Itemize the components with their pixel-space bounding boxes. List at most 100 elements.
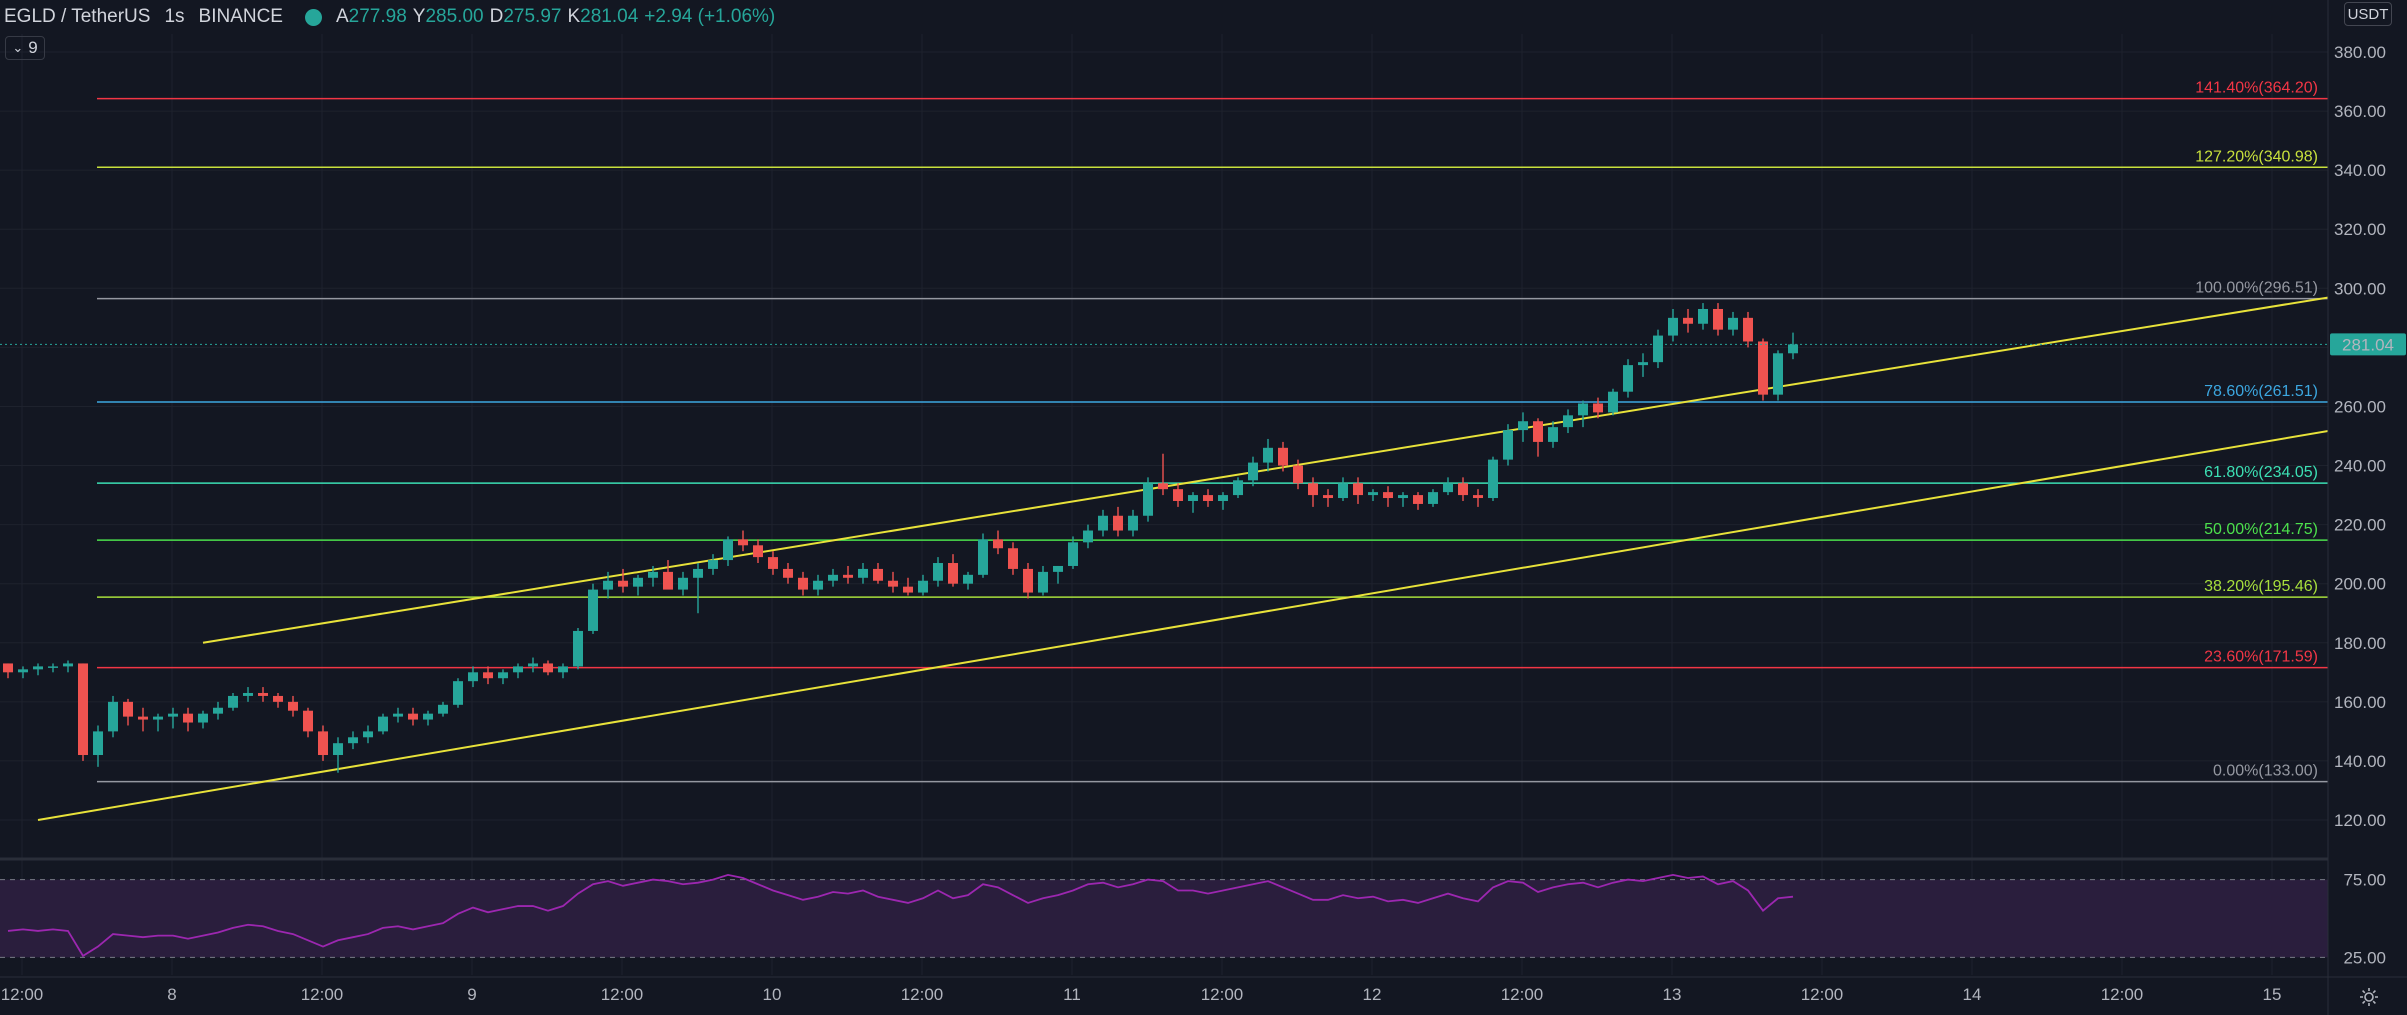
rsi-axis-tick: 25.00 bbox=[2343, 948, 2386, 967]
candle-body bbox=[1128, 515, 1138, 531]
candle-body bbox=[453, 681, 463, 705]
candle-body bbox=[708, 560, 718, 569]
time-axis-tick: 12:00 bbox=[1501, 985, 1544, 1004]
candle-body bbox=[483, 672, 493, 679]
candle-body bbox=[1083, 530, 1093, 543]
candle-body bbox=[318, 731, 328, 756]
candle-body bbox=[1383, 492, 1393, 499]
candle-body bbox=[153, 716, 163, 720]
candle-body bbox=[1203, 495, 1213, 501]
candle-body bbox=[393, 713, 403, 717]
rsi-band bbox=[0, 879, 2328, 958]
candle-body bbox=[873, 568, 883, 581]
candle-body bbox=[423, 713, 433, 720]
chart-header: EGLD / TetherUS 1s BINANCE A 277.98 Y 28… bbox=[0, 0, 2320, 34]
price-axis-tick: 160.00 bbox=[2334, 693, 2386, 712]
candle-body bbox=[1338, 483, 1348, 499]
candle-body bbox=[768, 557, 778, 569]
gear-icon[interactable] bbox=[2357, 985, 2381, 1009]
candle-body bbox=[993, 539, 1003, 549]
candle-body bbox=[648, 571, 658, 578]
candle-body bbox=[588, 589, 598, 631]
time-axis-tick: 15 bbox=[2263, 985, 2282, 1004]
currency-button[interactable]: USDT bbox=[2344, 2, 2392, 26]
candle-body bbox=[948, 563, 958, 584]
candle-body bbox=[63, 663, 73, 667]
price-axis-tick: 260.00 bbox=[2334, 397, 2386, 416]
candle-body bbox=[1443, 483, 1453, 493]
candle-body bbox=[1413, 495, 1423, 504]
fib-level-label: 78.60%(261.51) bbox=[2204, 383, 2318, 400]
indicator-count: 9 bbox=[28, 38, 38, 57]
candle-body bbox=[1323, 495, 1333, 499]
candle-body bbox=[18, 669, 28, 673]
candle-body bbox=[1173, 489, 1183, 501]
price-axis-tick: 220.00 bbox=[2334, 516, 2386, 535]
fib-level-label: 23.60%(171.59) bbox=[2204, 649, 2318, 666]
candle-body bbox=[1668, 317, 1678, 336]
candle-body bbox=[693, 568, 703, 578]
candle-body bbox=[1683, 317, 1693, 324]
candle-body bbox=[603, 580, 613, 590]
price-axis-tick: 120.00 bbox=[2334, 811, 2386, 830]
candle-body bbox=[48, 666, 58, 668]
candle-body bbox=[558, 666, 568, 673]
time-axis-tick: 13 bbox=[1663, 985, 1682, 1004]
price-axis-tick: 140.00 bbox=[2334, 752, 2386, 771]
candle-body bbox=[738, 539, 748, 546]
rsi-axis-tick: 75.00 bbox=[2343, 871, 2386, 890]
candle-body bbox=[1038, 571, 1048, 593]
candle-body bbox=[963, 574, 973, 584]
symbol-title[interactable]: EGLD / TetherUS bbox=[4, 6, 151, 27]
candle-body bbox=[903, 586, 913, 593]
candle-body bbox=[843, 574, 853, 578]
candle-body bbox=[78, 663, 88, 756]
candle-body bbox=[858, 568, 868, 578]
candle-body bbox=[1518, 421, 1528, 431]
candle-body bbox=[498, 672, 508, 679]
candle-body bbox=[1188, 495, 1198, 501]
candle-body bbox=[3, 663, 13, 673]
time-axis-tick: 10 bbox=[763, 985, 782, 1004]
candle-body bbox=[813, 580, 823, 590]
candle-body bbox=[93, 731, 103, 756]
open-label: A bbox=[335, 6, 349, 27]
fib-level-label: 38.20%(195.46) bbox=[2204, 578, 2318, 595]
candle-body bbox=[678, 577, 688, 590]
candle-body bbox=[1608, 391, 1618, 413]
candle-body bbox=[1233, 480, 1243, 496]
candle-body bbox=[1758, 341, 1768, 395]
interval-label[interactable]: 1s bbox=[164, 6, 185, 27]
candle-body bbox=[198, 713, 208, 723]
candle-body bbox=[888, 580, 898, 587]
fib-level-label: 127.20%(340.98) bbox=[2195, 148, 2318, 165]
fib-level-label: 141.40%(364.20) bbox=[2195, 80, 2318, 97]
fib-level-label: 100.00%(296.51) bbox=[2195, 280, 2318, 297]
time-axis-tick: 12:00 bbox=[1801, 985, 1844, 1004]
time-axis-tick: 12:00 bbox=[901, 985, 944, 1004]
candle-body bbox=[633, 577, 643, 587]
candle-body bbox=[378, 716, 388, 732]
rsi-series-line bbox=[7, 873, 1794, 958]
candle-body bbox=[1113, 515, 1123, 531]
candle-body bbox=[828, 574, 838, 581]
candle-body bbox=[273, 695, 283, 702]
candle-body bbox=[1353, 483, 1363, 496]
candle-body bbox=[213, 707, 223, 714]
price-axis-tick: 180.00 bbox=[2334, 634, 2386, 653]
candle-body bbox=[468, 672, 478, 682]
candle-body bbox=[573, 630, 583, 667]
candle-body bbox=[918, 580, 928, 593]
candle-body bbox=[1788, 344, 1798, 354]
candle-body bbox=[183, 713, 193, 723]
indicators-toggle-button[interactable]: ⌄ 9 bbox=[5, 36, 45, 60]
candle-body bbox=[123, 701, 133, 717]
candle-body bbox=[1278, 447, 1288, 466]
time-axis-tick: 9 bbox=[467, 985, 476, 1004]
candle-body bbox=[258, 692, 268, 696]
candle-body bbox=[1698, 308, 1708, 324]
candle-body bbox=[1023, 568, 1033, 593]
candle-body bbox=[618, 580, 628, 587]
